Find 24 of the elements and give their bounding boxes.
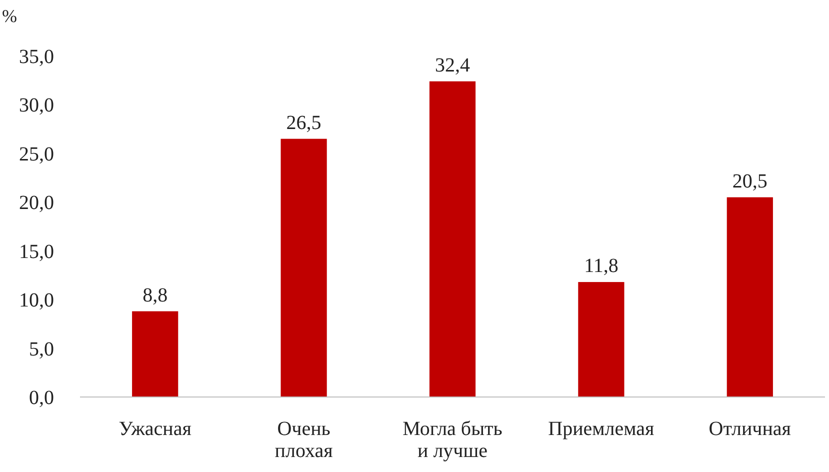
x-tick-label: Отличная xyxy=(708,418,792,440)
y-tick-label: 0,0 xyxy=(29,387,54,409)
y-tick-label: 25,0 xyxy=(19,143,54,166)
bar xyxy=(280,138,327,397)
bar xyxy=(132,311,178,397)
x-tick-label: Могла быть и лучше xyxy=(402,418,502,462)
y-tick-label: 35,0 xyxy=(19,46,54,68)
data-label: 26,5 xyxy=(286,112,322,134)
y-tick-label: 30,0 xyxy=(19,94,54,117)
bar xyxy=(578,282,624,397)
data-label: 20,5 xyxy=(732,170,768,192)
y-tick-label: 5,0 xyxy=(29,338,54,360)
x-tick-label: Приемлемая xyxy=(548,418,654,440)
y-tick-label: 20,0 xyxy=(19,192,54,214)
bar xyxy=(429,81,476,397)
data-label: 11,8 xyxy=(584,255,618,278)
data-label: 8,8 xyxy=(142,284,168,306)
y-axis-title: % xyxy=(2,6,17,26)
data-label: 32,4 xyxy=(435,54,470,76)
x-tick-label: Ужасная xyxy=(118,418,192,440)
x-tick-label: Очень плохая xyxy=(274,418,333,462)
y-tick-label: 10,0 xyxy=(19,290,54,312)
bar xyxy=(726,197,773,397)
y-tick-label: 15,0 xyxy=(19,240,54,263)
